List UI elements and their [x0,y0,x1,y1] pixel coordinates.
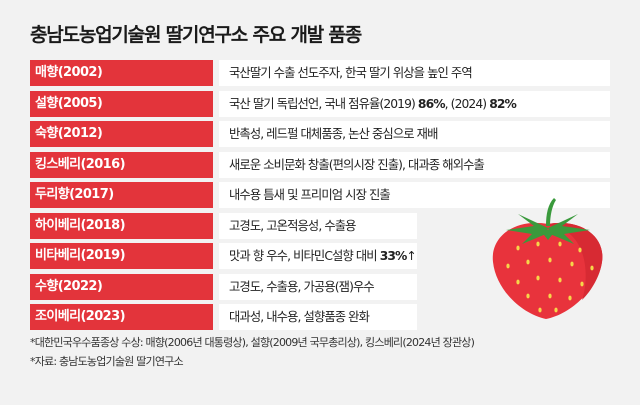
table-row: 비타베리(2019) 맛과 향 우수, 비타민C설향 대비 33%↑ [30,243,610,269]
variety-name: 비타베리(2019) [30,243,213,269]
variety-desc: 내수용 틈새 및 프리미엄 시장 진출 [219,182,610,208]
desc-text: 맛과 향 우수, 비타민C설향 대비 [229,249,380,263]
variety-name: 하이베리(2018) [30,212,213,239]
desc-highlight: 82% [489,96,517,111]
variety-name: 숙향(2012) [30,121,213,147]
variety-desc: 국산 딸기 독립선언, 국내 점유율(2019) 86%, (2024) 82% [219,90,610,117]
footnote-awards: *대한민국우수품종상 수상: 매향(2006년 대통령상), 설향(2009년 … [30,336,475,349]
table-row: 수향(2022) 고경도, 수출용, 가공용(잼)우수 [30,273,610,300]
table-row: 두리향(2017) 내수용 틈새 및 프리미엄 시장 진출 [30,182,610,208]
table-row: 숙향(2012) 반촉성, 레드펄 대체품종, 논산 중심으로 재배 [30,121,610,147]
table-row: 하이베리(2018) 고경도, 고온적응성, 수출용 [30,212,610,239]
variety-table: 매향(2002) 국산딸기 수출 선도주자, 한국 딸기 위상을 높인 주역 설… [30,60,610,335]
desc-highlight: 86% [417,96,446,111]
table-row: 조이베리(2023) 대과성, 내수용, 설향품종 완화 [30,304,610,330]
variety-desc: 반촉성, 레드펄 대체품종, 논산 중심으로 재배 [219,121,610,147]
variety-name: 설향(2005) [30,90,213,117]
variety-name: 수향(2022) [30,273,213,300]
up-arrow-icon: ↑ [406,249,416,263]
variety-name: 킹스베리(2016) [30,151,213,178]
variety-desc: 국산딸기 수출 선도주자, 한국 딸기 위상을 높인 주역 [219,60,610,86]
variety-name: 매향(2002) [30,60,213,86]
table-row: 매향(2002) 국산딸기 수출 선도주자, 한국 딸기 위상을 높인 주역 [30,60,610,86]
variety-name: 조이베리(2023) [30,304,213,330]
table-row: 킹스베리(2016) 새로운 소비문화 창출(편의시장 진출), 대과종 해외수… [30,151,610,178]
variety-desc: 대과성, 내수용, 설향품종 완화 [219,304,417,330]
variety-name: 두리향(2017) [30,182,213,208]
page-title: 충남도농업기술원 딸기연구소 주요 개발 품종 [30,24,362,46]
desc-text: , (2024) [444,96,490,111]
variety-desc: 고경도, 수출용, 가공용(잼)우수 [219,273,417,300]
strawberry-icon [492,198,603,319]
desc-text: 국산 딸기 독립선언, 국내 점유율(2019) [229,96,418,111]
variety-desc: 새로운 소비문화 창출(편의시장 진출), 대과종 해외수출 [219,151,610,178]
desc-highlight: 33% [379,249,408,263]
variety-desc: 고경도, 고온적응성, 수출용 [219,212,417,239]
variety-desc: 맛과 향 우수, 비타민C설향 대비 33%↑ [219,243,417,269]
table-row: 설향(2005) 국산 딸기 독립선언, 국내 점유율(2019) 86%, (… [30,90,610,117]
footnote-source: *자료: 충남도농업기술원 딸기연구소 [30,355,184,368]
